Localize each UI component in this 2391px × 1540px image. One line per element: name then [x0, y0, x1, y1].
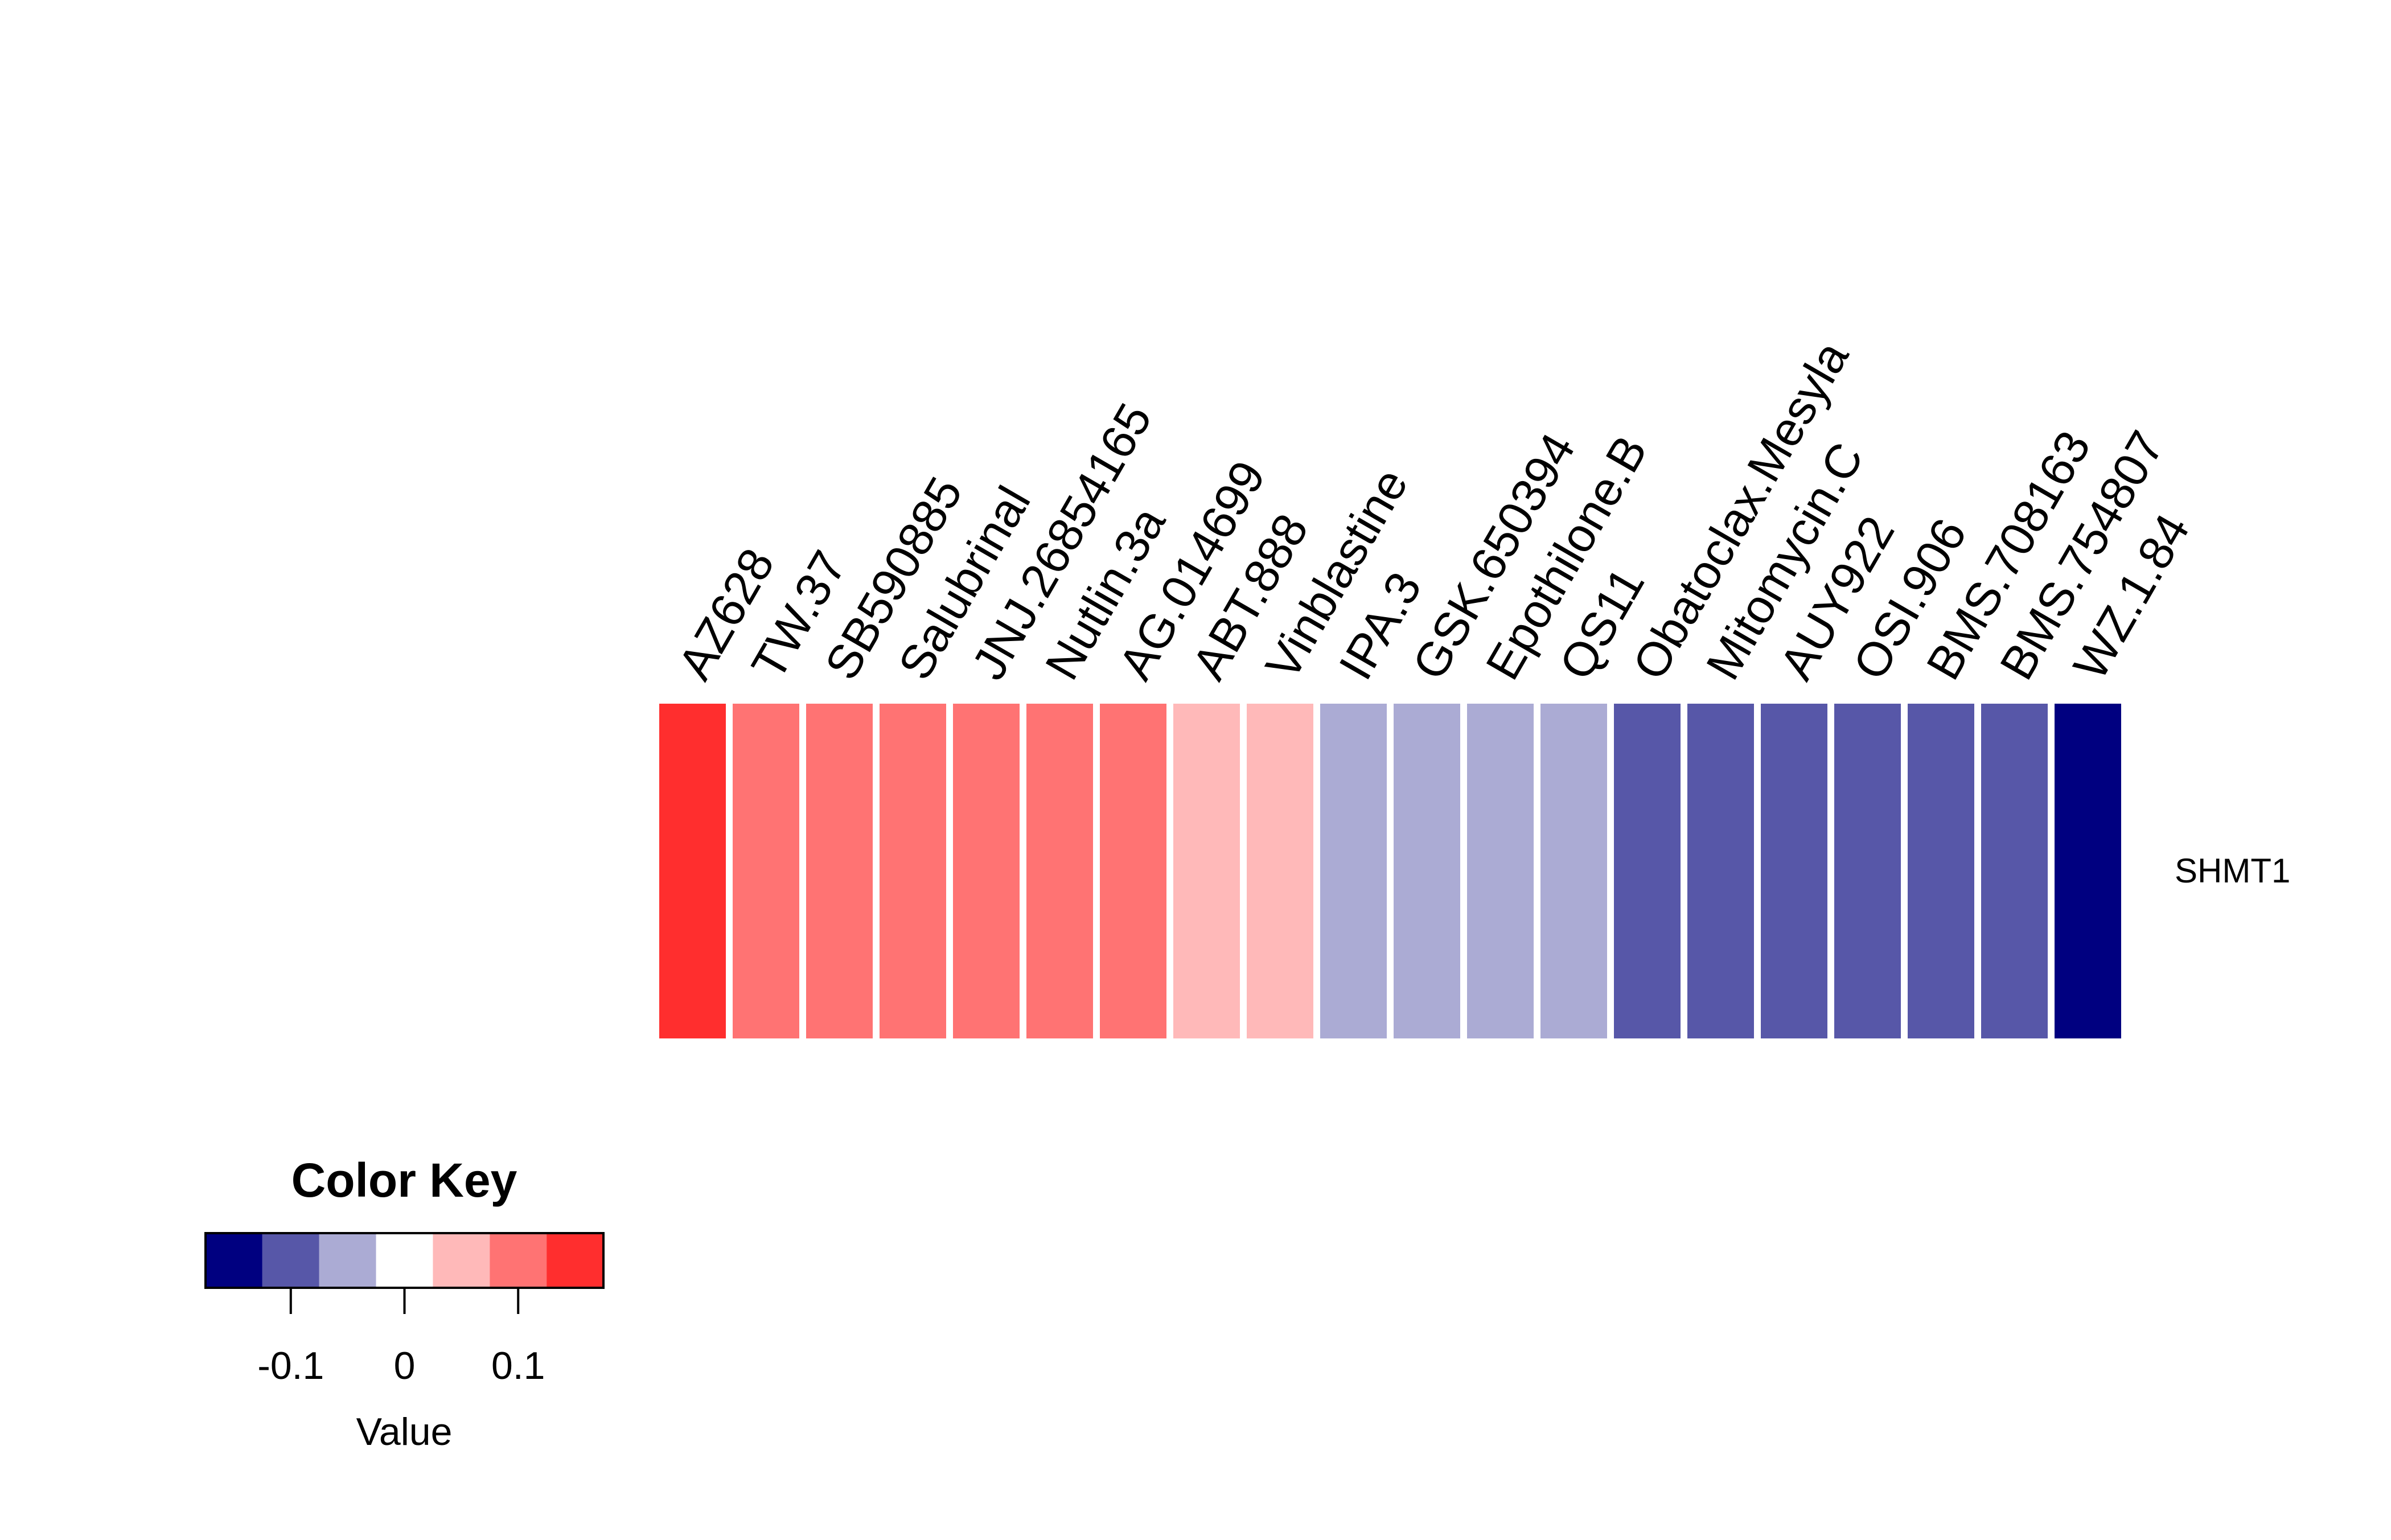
color-key-tick-label: -0.1: [257, 1344, 324, 1387]
row-label: SHMT1: [2175, 852, 2290, 890]
heatmap-cell: [1247, 704, 1313, 1038]
color-key-ticks: -0.1 0 0.1: [257, 1288, 545, 1387]
heatmap-cell: [1614, 704, 1681, 1038]
heatmap-cell: [1026, 704, 1093, 1038]
heatmap-cell: [1908, 704, 1974, 1038]
heatmap-cell: [1834, 704, 1901, 1038]
color-key-swatch: [490, 1233, 547, 1288]
heatmap-cell: [953, 704, 1020, 1038]
heatmap-cell: [880, 704, 946, 1038]
color-key-swatch: [262, 1233, 319, 1288]
color-key-title: Color Key: [291, 1153, 517, 1207]
heatmap-cell: [1100, 704, 1166, 1038]
color-key-swatch: [206, 1233, 262, 1288]
column-labels: AZ628TW.37SB590885SalubrinalJNJ.26854165…: [668, 332, 2200, 688]
color-key-swatch: [547, 1233, 603, 1288]
color-key-swatch: [433, 1233, 490, 1288]
color-key-swatches: [206, 1233, 603, 1288]
heatmap-cell: [806, 704, 873, 1038]
heatmap-cell: [2055, 704, 2121, 1038]
heatmap-cell: [1467, 704, 1534, 1038]
heatmap-cell: [1687, 704, 1754, 1038]
heatmap-cell: [1761, 704, 1827, 1038]
row-labels: SHMT1: [2175, 852, 2290, 890]
color-key-swatch: [319, 1233, 376, 1288]
heatmap-cell: [1981, 704, 2048, 1038]
heatmap-cells: [659, 704, 2121, 1038]
heatmap-cell: [733, 704, 799, 1038]
color-key: Color Key -0.1 0 0.1 Value: [204, 1153, 605, 1453]
color-key-swatch: [376, 1233, 433, 1288]
heatmap-cell: [1320, 704, 1387, 1038]
heatmap-cell: [1394, 704, 1460, 1038]
color-key-tick-label: 0: [394, 1344, 416, 1387]
heatmap-cell: [1540, 704, 1607, 1038]
heatmap-cell: [1173, 704, 1240, 1038]
heatmap-cell: [659, 704, 726, 1038]
color-key-xlabel: Value: [356, 1410, 453, 1453]
color-key-tick-label: 0.1: [491, 1344, 545, 1387]
